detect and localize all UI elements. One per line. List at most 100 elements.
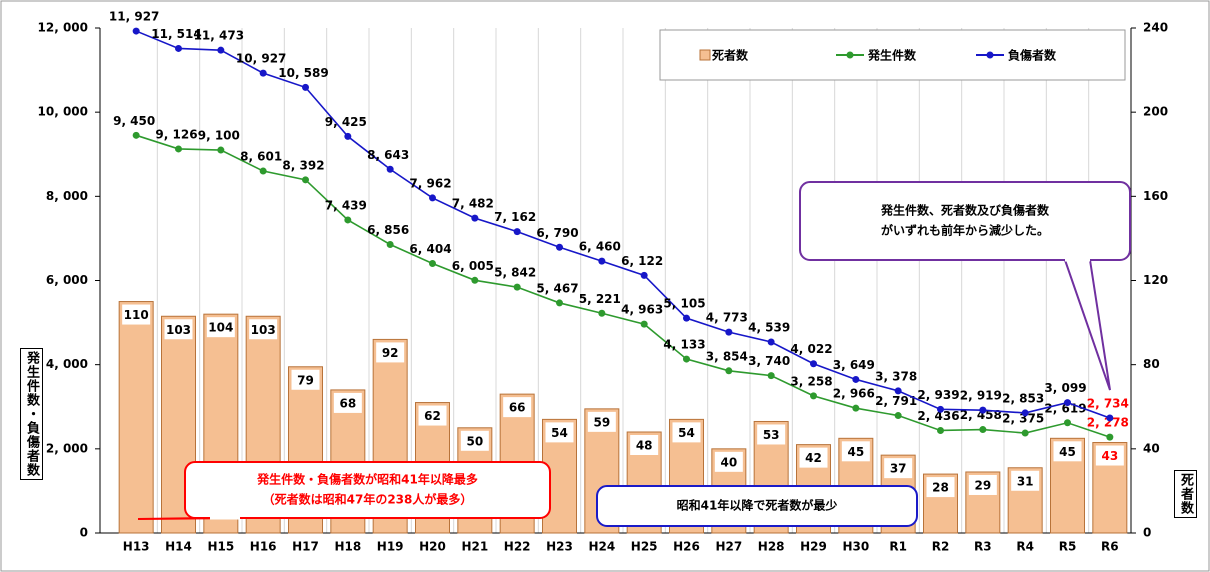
point: [598, 257, 606, 265]
annotation-text: 昭和41年以降で死者数が最少: [677, 498, 838, 513]
y-tick-label: 10, 000: [38, 105, 88, 119]
bar-label-box: [1011, 470, 1040, 491]
bar-label-box: [206, 317, 235, 338]
point: [217, 46, 225, 54]
bar-value-label: 53: [763, 428, 780, 442]
bar: [161, 315, 196, 534]
bar-value-label: 104: [208, 321, 233, 335]
point: [852, 404, 860, 412]
value-label: 2, 919: [960, 389, 1002, 403]
bar-value-label: 59: [593, 415, 610, 429]
bar-label-box: [841, 441, 870, 462]
value-label: 2, 966: [833, 387, 875, 401]
value-label: 5, 842: [494, 266, 536, 280]
y-tick-label: 2, 000: [46, 441, 88, 455]
callout-box: [596, 485, 918, 527]
bar-label-box: [926, 477, 955, 498]
point: [132, 131, 140, 139]
annotation-text: 発生件数、死者数及び負傷者数: [880, 203, 1050, 218]
y-tick-label: 0: [80, 526, 88, 540]
legend-swatch: [986, 51, 994, 59]
y2-tick-label: 160: [1143, 189, 1168, 203]
point: [725, 367, 733, 375]
callout-box: [799, 181, 1131, 261]
point: [344, 132, 352, 140]
bar-label-box: [249, 319, 278, 340]
point: [979, 426, 987, 434]
bar-value-label: 40: [720, 455, 737, 469]
x-tick-label: H13: [123, 540, 150, 554]
point: [810, 392, 817, 400]
bar-value-label: 110: [124, 308, 149, 322]
y2-tick-label: 200: [1143, 105, 1168, 119]
value-label: 9, 425: [325, 115, 367, 129]
value-label: 6, 856: [367, 223, 409, 237]
value-label: 3, 258: [790, 374, 832, 388]
point: [386, 240, 394, 248]
bar-label-box: [503, 397, 532, 418]
bar-value-label: 42: [805, 451, 822, 465]
legend-label: 死者数: [712, 48, 749, 63]
line: [135, 134, 1111, 438]
annotation-text: がいずれも前年から減少した。: [881, 223, 1049, 238]
value-label: 8, 643: [367, 148, 409, 162]
value-label: 3, 099: [1044, 381, 1086, 395]
point: [175, 44, 182, 52]
point: [1106, 414, 1114, 422]
value-label: 4, 539: [748, 320, 790, 334]
bar-value-label: 54: [551, 426, 568, 440]
bar-label-box: [672, 422, 701, 443]
bar-value-label: 50: [466, 434, 483, 448]
y-tick-label: 4, 000: [46, 357, 88, 371]
point: [894, 412, 902, 420]
y-axis-label: 発生件数・負傷者数: [20, 348, 43, 480]
callout-box: [184, 461, 551, 519]
x-tick-label: H15: [207, 540, 234, 554]
point: [1021, 429, 1029, 437]
value-label: 8, 392: [282, 158, 324, 172]
legend-swatch: [699, 49, 711, 61]
point: [640, 320, 648, 328]
point: [725, 328, 733, 336]
y2-tick-label: 80: [1143, 357, 1160, 371]
point: [937, 426, 944, 434]
value-label: 3, 740: [748, 354, 790, 368]
bar-label-box: [122, 304, 151, 325]
point: [1064, 399, 1071, 407]
point: [894, 387, 902, 395]
bar-label-box: [333, 392, 362, 413]
bar-label-box: [757, 424, 786, 445]
value-label: 3, 378: [875, 369, 917, 383]
bar-label-box: [418, 405, 447, 426]
point: [471, 276, 479, 284]
bar-value-label: 66: [509, 401, 526, 415]
legend-label: 負傷者数: [1008, 48, 1057, 63]
value-label: 5, 105: [663, 297, 705, 311]
point: [344, 216, 352, 224]
bar: [118, 301, 154, 534]
x-tick-label: H26: [673, 540, 700, 554]
point: [937, 405, 944, 413]
value-label: 4, 022: [790, 342, 832, 356]
bar-label-box: [884, 458, 913, 479]
value-label: 7, 162: [494, 210, 536, 224]
value-label: 7, 482: [452, 197, 494, 211]
value-label: 7, 439: [325, 198, 367, 212]
value-label: 5, 467: [536, 281, 578, 295]
bar-value-label: 68: [339, 396, 356, 410]
value-label: 2, 734: [1087, 396, 1129, 410]
x-tick-label: H30: [842, 540, 869, 554]
y-tick-label: 6, 000: [46, 273, 88, 287]
bar-value-label: 62: [424, 409, 441, 423]
line: [135, 30, 1111, 419]
value-label: 5, 221: [579, 292, 621, 306]
bar-label-box: [1053, 441, 1082, 462]
point: [175, 145, 182, 153]
point: [767, 372, 775, 380]
y2-tick-label: 40: [1143, 441, 1160, 455]
value-label: 4, 133: [663, 338, 705, 352]
point: [683, 314, 690, 322]
bar-value-label: 28: [932, 481, 949, 495]
y-tick-label: 8, 000: [46, 189, 88, 203]
